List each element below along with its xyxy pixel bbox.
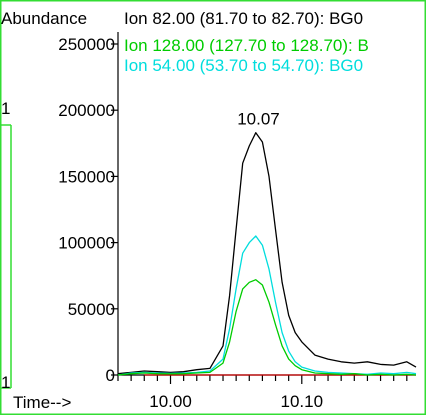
left-fragment-bottom: 1 xyxy=(1,373,10,392)
x-axis-title: Time--> xyxy=(13,393,71,412)
y-tick-label: 250000 xyxy=(58,35,115,54)
y-tick-label: 150000 xyxy=(58,167,115,186)
x-tick-label: 10.10 xyxy=(281,392,324,411)
series-line-2 xyxy=(117,279,417,376)
legend-series-1: Ion 82.00 (81.70 to 82.70): BG0 xyxy=(124,9,363,28)
x-tick-label: 10.00 xyxy=(149,392,192,411)
y-tick-label: 0 xyxy=(106,366,115,385)
peak-annotation: 10.07 xyxy=(237,110,280,129)
y-axis-title: Abundance xyxy=(1,9,87,28)
y-tick-label: 50000 xyxy=(68,300,115,319)
left-fragment-top: 1 xyxy=(1,99,10,118)
legend-series-2: Ion 128.00 (127.70 to 128.70): B xyxy=(124,36,369,55)
y-tick-label: 200000 xyxy=(58,101,115,120)
y-tick-label: 100000 xyxy=(58,234,115,253)
series-line-3 xyxy=(117,235,417,376)
legend-series-3: Ion 54.00 (53.70 to 54.70): BG0 xyxy=(124,56,363,75)
series-line-1 xyxy=(117,132,417,375)
